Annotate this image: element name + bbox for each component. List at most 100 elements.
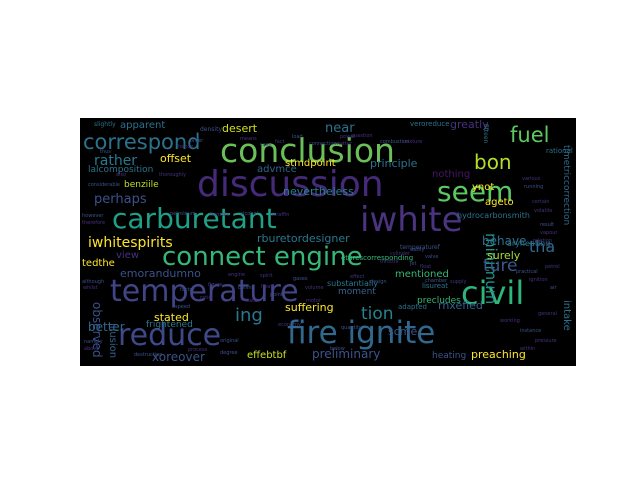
cloud-word: substantially <box>327 279 378 288</box>
cloud-word: relation <box>533 238 552 244</box>
cloud-word: tedthe <box>82 258 115 269</box>
cloud-word: mentioned <box>395 269 449 280</box>
cloud-word: fire ignite <box>287 315 435 351</box>
cloud-word: volatile <box>534 208 552 214</box>
cloud-word: adapted <box>398 303 427 311</box>
cloud-word: connection <box>309 141 337 147</box>
cloud-word: correspond <box>83 130 201 154</box>
cloud-word: density <box>200 126 222 133</box>
cloud-word: quantity <box>341 325 362 331</box>
cloud-word: discussion <box>197 164 384 205</box>
cloud-word: ture <box>483 256 518 276</box>
cloud-word: water <box>245 298 260 304</box>
cloud-word: economy <box>278 322 301 328</box>
cloud-word: observed <box>90 302 104 358</box>
cloud-word: however <box>82 213 104 219</box>
cloud-word: below <box>330 346 345 352</box>
cloud-word: process <box>188 347 208 353</box>
cloud-word: original <box>220 338 239 344</box>
cloud-word: surely <box>487 249 521 262</box>
cloud-word: moment <box>338 287 376 297</box>
cloud-word: heavy <box>261 284 276 290</box>
cloud-word: principle <box>370 157 418 170</box>
cloud-word: fifteen <box>482 124 489 144</box>
cloud-word: conclusion <box>220 131 395 170</box>
cloud-word: rational <box>546 147 573 155</box>
cloud-word: better <box>88 320 125 334</box>
cloud-word: question <box>351 133 373 139</box>
cloud-word: namely <box>84 339 103 345</box>
cloud-word: float <box>420 264 431 270</box>
cloud-word: benzole <box>210 212 230 218</box>
cloud-word: design <box>370 279 387 285</box>
cloud-word: chamber <box>425 278 448 284</box>
cloud-word: preliminary <box>312 347 380 361</box>
cloud-word: case <box>260 142 272 148</box>
cloud-word: thoroughly <box>159 172 186 178</box>
cloud-word: matter <box>335 141 353 147</box>
cloud-word: certain <box>532 199 549 205</box>
cloud-word: ratio <box>200 295 212 301</box>
cloud-word: perhaps <box>94 192 147 207</box>
cloud-word: greatly <box>450 118 489 131</box>
cloud-word: ageto <box>485 197 514 208</box>
cloud-word: alcohol <box>240 211 258 217</box>
cloud-word: view <box>116 250 139 261</box>
cloud-word: hydrocarbonsmith <box>457 211 530 220</box>
cloud-word: temperature <box>110 274 299 309</box>
cloud-word: lisureat <box>422 282 448 290</box>
cloud-word: factor <box>180 287 196 293</box>
cloud-word: intake <box>561 300 572 331</box>
cloud-word: although <box>82 279 104 285</box>
cloud-word: timetriccorrection <box>561 145 571 225</box>
cloud-word: general <box>538 311 557 317</box>
cloud-word: speed <box>175 304 190 310</box>
cloud-word: connect engine <box>162 242 363 272</box>
cloud-word: also <box>116 172 126 178</box>
cloud-word: iwhitespirits <box>88 235 173 251</box>
cloud-word: slightly <box>94 121 116 128</box>
cloud-word: paraffin <box>270 212 289 218</box>
cloud-word: eturescorresponding <box>341 254 413 262</box>
cloud-word: lalcomposition <box>88 165 153 175</box>
cloud-word: whilst <box>83 285 98 291</box>
cloud-word: illusion <box>107 323 118 358</box>
cloud-word: preaching <box>471 348 526 361</box>
cloud-word: load <box>292 134 303 140</box>
cloud-word: throttle <box>380 259 399 265</box>
cloud-word: offset <box>160 152 192 165</box>
cloud-word: power <box>340 134 356 140</box>
cloud-word: precludes <box>417 296 461 306</box>
cloud-word: combustion <box>380 139 409 145</box>
cloud-word: within <box>520 346 535 352</box>
cloud-word: cylinder <box>390 251 411 257</box>
cloud-word: civil <box>461 274 524 312</box>
cloud-word: rather <box>94 153 137 169</box>
cloud-word: iwhite <box>360 200 463 240</box>
cloud-word: temperaturef <box>400 244 441 251</box>
cloud-word: means <box>240 136 257 142</box>
cloud-word: seem <box>437 175 513 208</box>
cloud-word: boiling <box>238 285 255 291</box>
cloud-word: petroleum <box>170 211 196 217</box>
cloud-word: nevertheless <box>283 185 354 198</box>
cloud-word: advmce <box>257 164 297 175</box>
cloud-word: tion <box>361 304 394 324</box>
cloud-word: figure <box>208 282 223 288</box>
cloud-word: order <box>190 138 204 144</box>
cloud-word: reduce <box>118 318 221 353</box>
cloud-word: desert <box>222 122 258 135</box>
cloud-word: tha <box>529 237 555 256</box>
cloud-word: working <box>500 318 520 324</box>
cloud-word: fact <box>275 139 285 145</box>
cloud-word: degree <box>220 350 238 356</box>
cloud-word: gases <box>293 276 308 282</box>
cloud-word: jet <box>409 261 416 267</box>
cloud-word: volume <box>305 285 324 291</box>
cloud-word: running <box>524 184 543 190</box>
cloud-word: point <box>270 292 283 298</box>
cloud-word: valve <box>425 254 438 260</box>
cloud-word: thus <box>100 149 111 155</box>
cloud-word: ynot <box>472 182 494 193</box>
